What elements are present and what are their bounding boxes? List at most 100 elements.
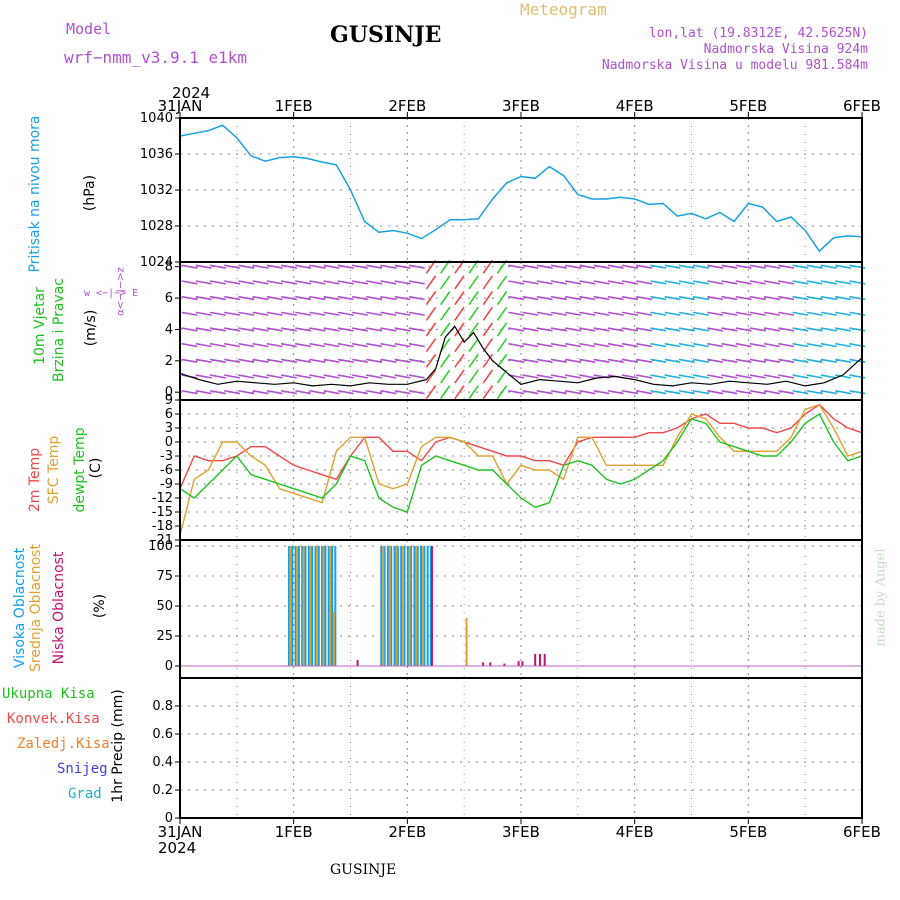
wind-barb (792, 264, 809, 269)
wind-barb (792, 389, 809, 395)
wind-barb (323, 374, 340, 379)
wind-barb (508, 327, 525, 332)
wind-barb (721, 358, 738, 363)
wind-barb (181, 280, 198, 285)
wind-barb (835, 389, 852, 395)
wind-barb (351, 342, 368, 348)
wind-barb (607, 311, 624, 316)
date-label-top: 4FEB (616, 97, 654, 115)
wind-barb (380, 280, 397, 285)
wind-barb (295, 342, 312, 348)
wind-barb (650, 264, 667, 269)
wind-barb (195, 311, 212, 316)
wind-barb (266, 358, 283, 363)
wind-barb (309, 342, 326, 348)
year-bottom: 2024 (158, 839, 197, 857)
wind-barb (351, 374, 368, 379)
temperature-ytick-label: -21 (152, 533, 173, 548)
wind-barb (323, 327, 340, 332)
date-label-top: 3FEB (502, 97, 540, 115)
wind-barb (181, 264, 198, 269)
wind-barb (252, 311, 269, 316)
wind-barb (280, 358, 297, 363)
cloud-ytick-label: 25 (156, 629, 173, 644)
wind-barb (536, 295, 553, 301)
wind-barb (820, 295, 837, 301)
wind-barb (763, 374, 781, 379)
cloud-ytick-label: 0 (165, 659, 173, 674)
wind-barb (496, 306, 508, 321)
wind-barb (337, 295, 354, 301)
wind-barb (309, 295, 326, 301)
wind-barb (366, 264, 383, 269)
wind-barb (252, 295, 269, 301)
wind-barb (735, 264, 752, 269)
wind-barb (408, 374, 425, 379)
wind-barb (550, 389, 567, 395)
wind-barb (579, 342, 596, 348)
wind-barb (692, 311, 709, 316)
wind-barb (482, 275, 494, 290)
wind-barb (380, 342, 397, 348)
wind-barb (522, 295, 539, 301)
wind-barb (238, 342, 255, 348)
station-title: GUSINJE (330, 22, 442, 48)
wind-compass-we: w <−|−> E (84, 288, 139, 299)
wind-barb (664, 358, 681, 363)
wind-barb (721, 295, 738, 301)
wind-barb (468, 306, 479, 321)
wind-barb (664, 389, 681, 395)
wind-barb (621, 280, 638, 285)
wind-barb (439, 353, 451, 368)
wind-barb (792, 358, 809, 363)
wind-barb (454, 338, 465, 353)
wind-barb (820, 264, 837, 269)
wind-barb (195, 358, 212, 363)
wind-barb (692, 280, 709, 285)
wind-barb (380, 358, 397, 363)
pressure-ytick-label: 1036 (140, 147, 173, 162)
wind-barb (835, 280, 852, 285)
wind-barb (636, 327, 653, 332)
wind-barb (351, 389, 368, 395)
wind-barb (721, 327, 738, 332)
wind-barb (195, 327, 212, 332)
precip-legend-snow: Snijeg (57, 761, 108, 777)
wind-barb (323, 280, 340, 285)
wind-barb (593, 295, 610, 301)
wind-barb (394, 327, 411, 332)
wind-barb (394, 358, 411, 363)
temperature-ytick-label: -6 (160, 463, 173, 478)
wind-barb (195, 342, 212, 348)
wind-barb (280, 342, 297, 348)
wind-barb (593, 280, 610, 285)
wind-barb (835, 327, 852, 332)
wind-barb (468, 291, 479, 306)
wind-barb (181, 342, 198, 348)
wind-barb (309, 374, 326, 379)
wind-barb (735, 342, 752, 348)
wind-barb (678, 280, 695, 285)
wind-barb (636, 264, 653, 269)
wind-barb (454, 306, 465, 321)
wind-barb (565, 342, 582, 348)
wind-barb (692, 358, 709, 363)
wind-barb (280, 280, 297, 285)
wind-barb (550, 327, 567, 332)
wind-barb (408, 389, 425, 395)
wind-barb (337, 389, 354, 395)
temperature-ytick-label: -15 (152, 505, 173, 520)
wind-barb (252, 280, 269, 285)
wind-barb (565, 280, 582, 285)
wind-barb (806, 342, 823, 348)
wind-barb (792, 295, 809, 301)
wind-barb (749, 264, 766, 269)
wind-ytick-label: 4 (165, 322, 173, 337)
wind-barb (522, 358, 539, 363)
wind-speed-line (179, 325, 863, 387)
wind-ytick-label: 6 (165, 291, 173, 306)
wind-barb (508, 389, 525, 395)
wind-barb (380, 389, 397, 395)
wind-barb (522, 342, 539, 348)
wind-barb (607, 264, 624, 269)
